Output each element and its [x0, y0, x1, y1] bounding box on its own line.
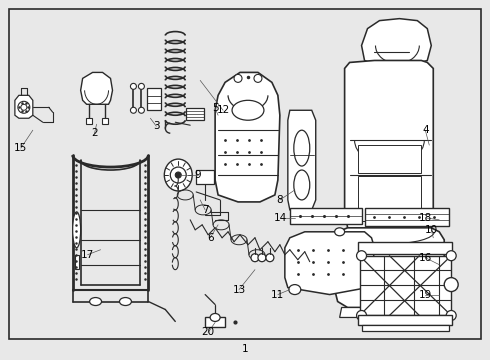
Ellipse shape: [444, 278, 458, 292]
Ellipse shape: [335, 228, 344, 236]
Ellipse shape: [171, 167, 186, 183]
Polygon shape: [340, 307, 439, 318]
Text: 8: 8: [276, 195, 283, 205]
Text: 5: 5: [212, 103, 219, 113]
Ellipse shape: [138, 84, 145, 89]
Ellipse shape: [446, 251, 456, 261]
Ellipse shape: [21, 104, 27, 110]
Ellipse shape: [357, 251, 367, 261]
Text: 12: 12: [217, 105, 230, 115]
Ellipse shape: [120, 298, 131, 306]
Polygon shape: [81, 72, 113, 104]
Polygon shape: [285, 232, 374, 294]
Ellipse shape: [138, 107, 145, 113]
Ellipse shape: [18, 101, 30, 113]
Bar: [362, 325, 449, 332]
Text: 10: 10: [425, 225, 438, 235]
Bar: [365, 208, 449, 226]
Text: 4: 4: [422, 125, 429, 135]
Text: 1: 1: [242, 345, 248, 354]
Bar: [196, 170, 214, 184]
Ellipse shape: [164, 159, 192, 191]
Polygon shape: [288, 110, 316, 210]
Ellipse shape: [73, 212, 81, 248]
Bar: [74, 255, 78, 269]
Bar: [205, 318, 225, 328]
Ellipse shape: [446, 310, 456, 320]
Ellipse shape: [130, 107, 136, 113]
Ellipse shape: [294, 170, 310, 200]
Text: 11: 11: [271, 289, 285, 300]
Bar: [358, 176, 421, 221]
Bar: [101, 118, 107, 124]
Bar: [147, 88, 161, 110]
Text: 6: 6: [207, 233, 214, 243]
Bar: [358, 315, 452, 325]
Ellipse shape: [254, 75, 262, 82]
Polygon shape: [362, 19, 431, 66]
Bar: [360, 256, 451, 315]
Text: 2: 2: [91, 128, 98, 138]
Bar: [86, 118, 92, 124]
Text: 7: 7: [202, 205, 208, 215]
Text: 15: 15: [14, 143, 27, 153]
Polygon shape: [335, 228, 444, 307]
Text: 17: 17: [81, 250, 94, 260]
Ellipse shape: [294, 130, 310, 166]
Bar: [290, 208, 362, 224]
Ellipse shape: [258, 254, 266, 262]
Bar: [358, 242, 452, 254]
Text: 14: 14: [274, 213, 288, 223]
Text: 20: 20: [201, 327, 215, 337]
Bar: [358, 145, 421, 173]
Polygon shape: [15, 95, 33, 118]
Ellipse shape: [175, 172, 181, 178]
Text: 3: 3: [153, 121, 160, 131]
Ellipse shape: [234, 75, 242, 82]
Ellipse shape: [210, 314, 220, 321]
Bar: [186, 108, 204, 120]
Ellipse shape: [251, 254, 259, 262]
Text: 16: 16: [418, 253, 432, 263]
Ellipse shape: [90, 298, 101, 306]
Ellipse shape: [130, 84, 136, 89]
Text: 9: 9: [195, 170, 201, 180]
Text: 18: 18: [418, 213, 432, 223]
Ellipse shape: [289, 285, 301, 294]
Ellipse shape: [357, 310, 367, 320]
Text: 13: 13: [232, 284, 245, 294]
Text: 19: 19: [418, 289, 432, 300]
Polygon shape: [344, 60, 433, 228]
Ellipse shape: [266, 254, 274, 262]
Ellipse shape: [232, 100, 264, 120]
Polygon shape: [215, 72, 280, 202]
